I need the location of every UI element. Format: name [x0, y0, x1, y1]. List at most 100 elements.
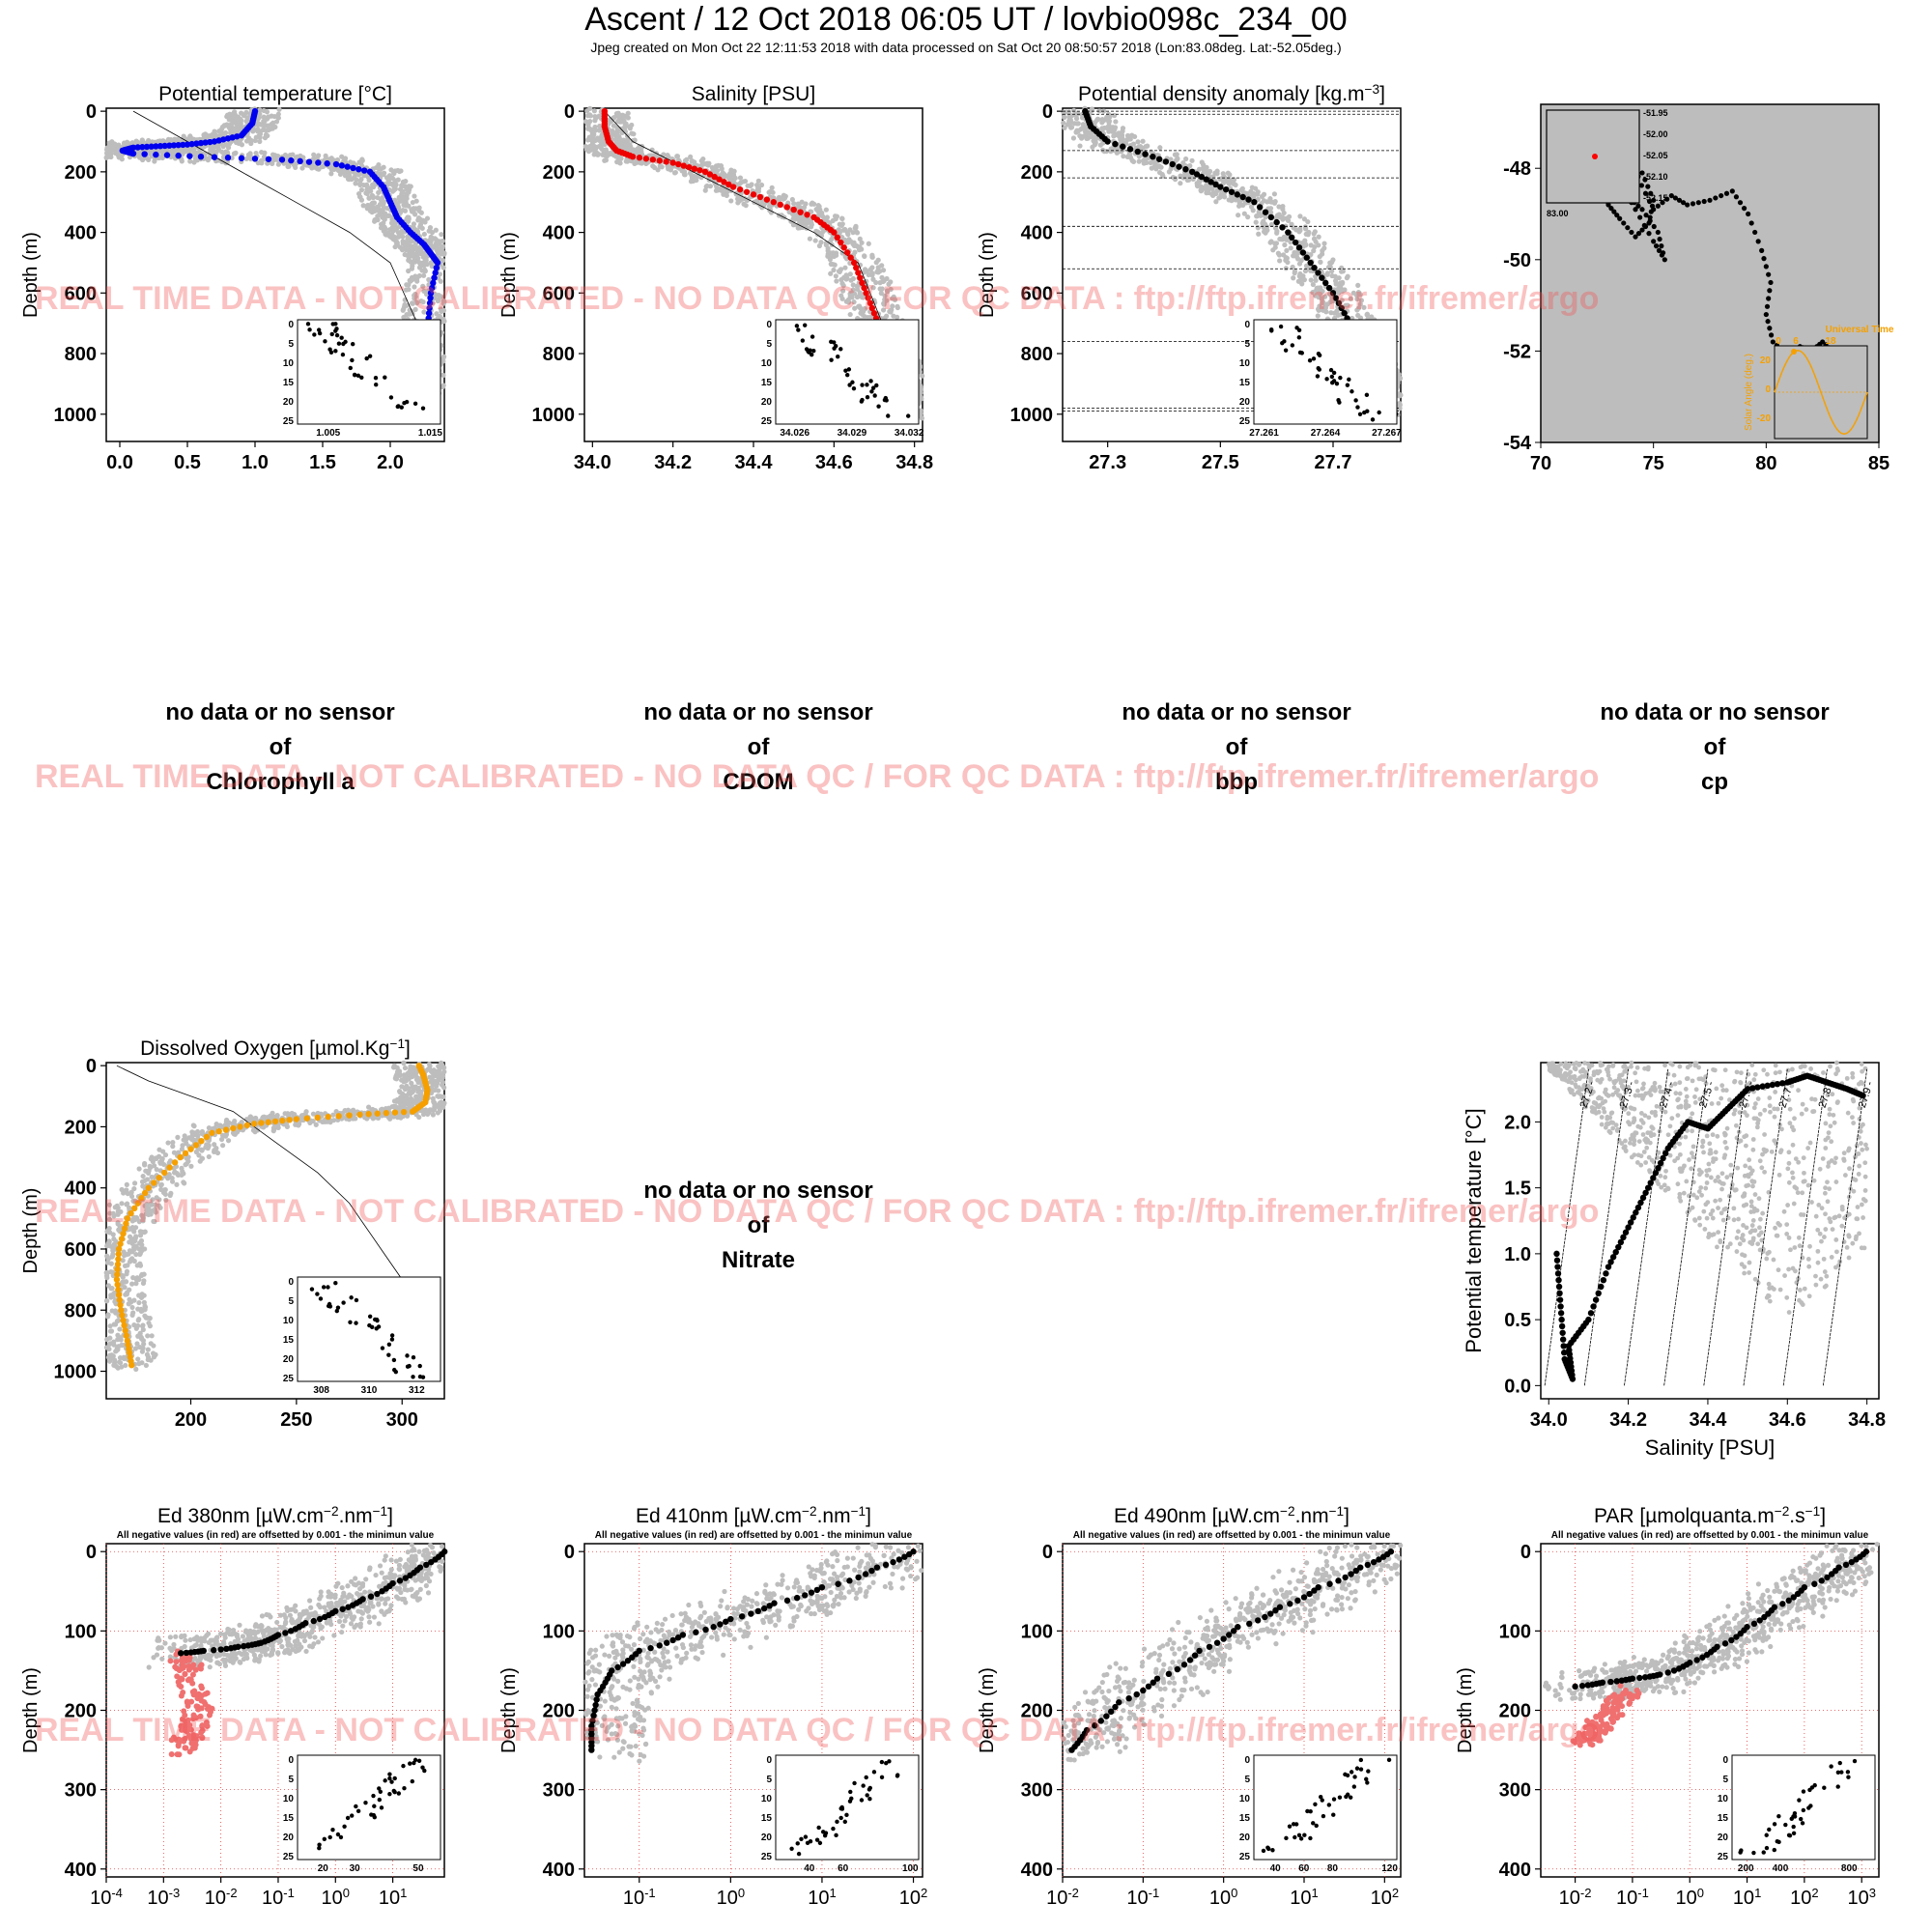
inset-point: [343, 339, 348, 345]
data-point: [691, 165, 698, 172]
cloud-point: [133, 138, 139, 144]
cloud-point: [1284, 237, 1290, 242]
y-axis-label: Depth (m): [498, 232, 520, 318]
data-point: [297, 157, 303, 165]
inset-point: [794, 324, 800, 328]
cloud-point: [205, 133, 211, 139]
cloud-point: [1116, 130, 1122, 136]
cloud-point: [440, 300, 446, 306]
cloud-point: [655, 167, 661, 173]
inset-point: [1347, 377, 1351, 383]
inset-point: [860, 383, 865, 387]
inset-point: [829, 339, 834, 345]
cloud-point: [430, 1112, 436, 1118]
cloud-point: [414, 278, 420, 284]
cloud-point: [1112, 112, 1118, 119]
inset-point: [388, 395, 394, 400]
data-point: [1289, 234, 1295, 242]
cloud-point: [275, 111, 281, 117]
cloud-point: [441, 1085, 447, 1091]
y-tick-label: 200: [543, 162, 575, 184]
inset-point: [307, 327, 312, 332]
cloud-point: [878, 291, 884, 297]
inset-point: [420, 406, 426, 411]
cloud-point: [1274, 230, 1280, 236]
x-tick-label: 27.7: [1315, 452, 1352, 473]
cloud-point: [819, 210, 825, 216]
data-point: [1319, 274, 1325, 281]
cloud-point: [1157, 145, 1163, 151]
data-point: [729, 184, 737, 190]
data-point: [840, 244, 847, 251]
inset-point: [1290, 343, 1295, 348]
inset-point: [334, 327, 339, 331]
cloud-point: [1131, 133, 1138, 140]
cloud-point: [152, 158, 157, 164]
cloud-point: [1073, 129, 1079, 135]
inset-y-tick-label: 10: [1239, 358, 1251, 369]
cloud-point: [328, 171, 334, 177]
cloud-point: [831, 253, 838, 259]
cloud-point: [400, 188, 406, 194]
x-tick-label: 2.0: [377, 452, 404, 473]
cloud-point: [1345, 302, 1350, 308]
cloud-point: [370, 182, 376, 187]
cloud-point: [1083, 133, 1089, 139]
cloud-point: [248, 137, 254, 144]
cloud-point: [360, 203, 366, 209]
inset-point: [1329, 374, 1335, 380]
cloud-point: [403, 179, 409, 185]
cloud-point: [166, 138, 172, 144]
cloud-point: [327, 1120, 333, 1125]
cloud-point: [1255, 191, 1261, 197]
cloud-point: [401, 306, 407, 312]
inset-point: [1282, 339, 1287, 344]
data-point: [360, 167, 368, 174]
cloud-point: [225, 145, 232, 151]
inset-point: [329, 331, 334, 337]
cloud-point: [385, 178, 391, 184]
cloud-point: [688, 179, 695, 185]
data-point: [278, 156, 286, 163]
cloud-point: [227, 115, 233, 121]
data-point: [804, 212, 810, 218]
x-tick-label: 34.4: [735, 452, 774, 473]
inset-y-tick-label: 5: [766, 339, 772, 350]
cloud-point: [722, 172, 727, 178]
data-point: [1311, 264, 1318, 271]
data-point: [663, 158, 669, 165]
cloud-point: [855, 286, 861, 292]
cloud-point: [859, 240, 865, 245]
inset-point: [1357, 412, 1363, 416]
cloud-point: [603, 157, 610, 163]
cloud-point: [812, 238, 818, 243]
inset-point: [865, 394, 870, 400]
y-tick-label: 600: [543, 283, 575, 304]
cloud-point: [247, 154, 254, 160]
cloud-point: [837, 269, 842, 274]
cloud-point: [1121, 154, 1126, 159]
data-point: [750, 191, 757, 198]
inset-point: [829, 357, 834, 362]
data-point: [1292, 239, 1299, 246]
cloud-point: [1175, 156, 1180, 161]
cloud-point: [220, 150, 227, 156]
inset-point: [1331, 379, 1337, 384]
cloud-point: [368, 188, 374, 194]
cloud-point: [422, 260, 428, 266]
inset-x-tick-label: 1.015: [418, 428, 442, 439]
inset-y-tick-label: 20: [761, 397, 773, 408]
data-point: [324, 160, 330, 167]
cloud-point: [285, 163, 291, 170]
cloud-point: [1302, 242, 1309, 248]
cloud-point: [1119, 149, 1124, 155]
cloud-point: [419, 225, 425, 231]
cloud-point: [413, 198, 419, 204]
cloud-point: [666, 166, 671, 172]
cloud-point: [823, 207, 829, 213]
data-point: [1325, 284, 1333, 292]
data-point: [1279, 224, 1286, 231]
data-point: [1155, 156, 1163, 162]
cloud-point: [358, 197, 365, 203]
cloud-point: [364, 190, 370, 197]
